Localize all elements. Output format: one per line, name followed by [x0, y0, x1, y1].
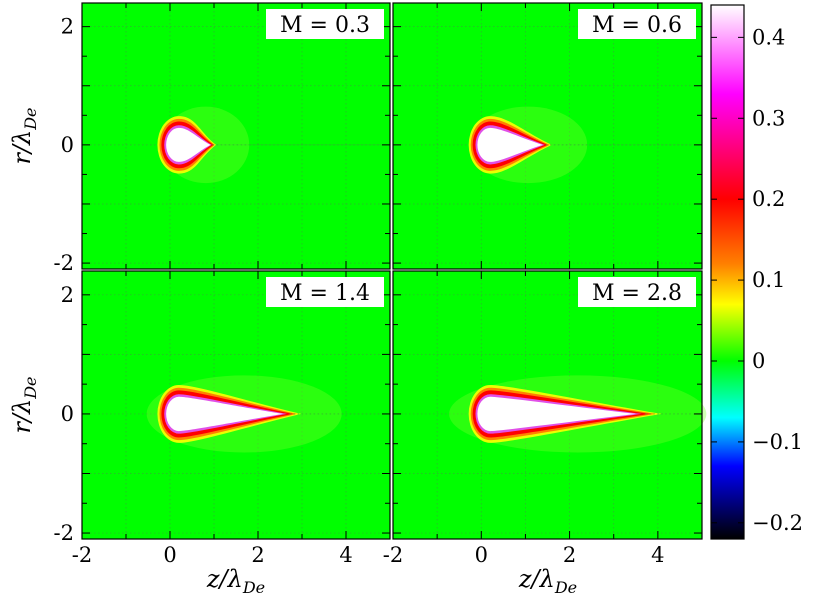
x-tick-label: -2 [72, 543, 92, 567]
colorbar-tick-label: 0.4 [752, 25, 785, 49]
mach-label: M = 1.4 [280, 281, 370, 306]
panel-background [82, 3, 390, 269]
axis-label-main: z/λ [206, 565, 243, 593]
mach-label: M = 0.3 [280, 13, 370, 38]
ticks [392, 3, 703, 269]
y-axis-label-sub: De [21, 107, 40, 130]
colorbar-tick-label: −0.2 [752, 511, 803, 535]
axis-label-main: r/λ [8, 130, 36, 165]
blob-core [166, 127, 211, 162]
colorbar-tick-label: 0.2 [752, 187, 785, 211]
ticks [81, 3, 391, 269]
y-tick-label: 2 [61, 283, 74, 307]
panel-2: M = 0.6 [392, 2, 703, 270]
x-tick-label: 4 [339, 543, 352, 567]
x-tick-label: 2 [563, 543, 576, 567]
colorbar-tick-label: 0.3 [752, 106, 785, 130]
colorbar-tick-label: 0 [752, 349, 765, 373]
mach-label-box [266, 277, 384, 307]
panel-3: M = 1.4 -2 0 2 -2 0 2 4 [54, 270, 391, 567]
y-tick-label: -2 [54, 521, 74, 545]
colorbar: −0.2 −0.1 0 0.1 0.2 0.3 0.4 [710, 4, 803, 540]
panel-frame [81, 270, 391, 540]
panel-frame [392, 270, 703, 540]
mach-label-box [578, 277, 696, 307]
panel-frame [81, 2, 391, 270]
panel-1: M = 0.3 -2 0 2 [54, 2, 391, 275]
axis-label-main: r/λ [8, 399, 36, 434]
x-tick-label: 2 [251, 543, 264, 567]
mach-label: M = 2.8 [592, 281, 682, 306]
x-axis-label: z/λDe [206, 565, 265, 597]
x-tick-label: 0 [163, 543, 176, 567]
y-axis-label: r/λDe [8, 376, 40, 433]
panels-group: M = 0.3-202 M = 0.6M = 1.4-202-2 0 2 4M = 2.… [54, 2, 707, 567]
ticks [81, 271, 391, 539]
y-tick-label: -2 [54, 251, 74, 275]
mach-label-box [578, 9, 696, 39]
y-tick-label: 0 [61, 133, 74, 157]
y-axis-label-sub: De [21, 376, 40, 399]
x-axis-label-sub: De [554, 578, 577, 597]
x-axis-label-sub: De [242, 578, 265, 597]
y-tick-label: 2 [61, 15, 74, 39]
colorbar-tick-label: 0.1 [752, 268, 785, 292]
colorbar-bar [710, 4, 745, 540]
panel-frame [392, 2, 703, 270]
y-tick-label: 0 [61, 402, 74, 426]
y-axis-label: r/λDe [8, 107, 40, 164]
mach-label-box [266, 9, 384, 39]
axis-label-main: z/λ [518, 565, 555, 593]
x-tick-label: 4 [651, 543, 664, 567]
x-tick-label: 0 [475, 543, 488, 567]
blob-core [477, 127, 543, 162]
colorbar-tick-label: −0.1 [752, 430, 803, 454]
blob-core [477, 396, 637, 432]
panel-4: M = 2.8 -2 0 2 4 [383, 270, 707, 567]
mach-label: M = 0.6 [592, 13, 682, 38]
blob-core [166, 396, 283, 432]
x-axis-label: z/λDe [518, 565, 577, 597]
panel-background [393, 3, 702, 269]
x-tick-label: -2 [383, 543, 403, 567]
